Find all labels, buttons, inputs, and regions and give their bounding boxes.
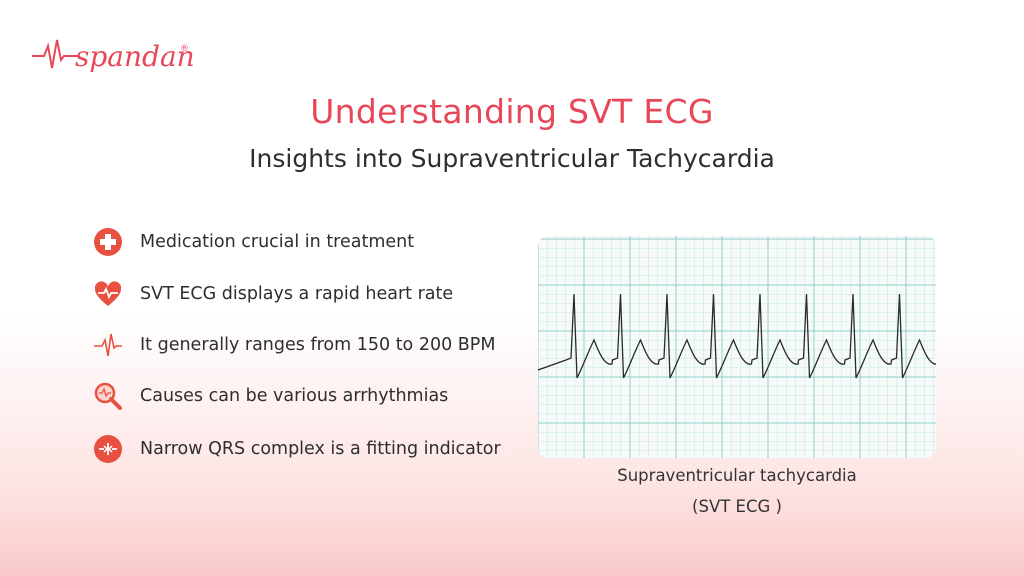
icon-heart	[94, 281, 122, 306]
ecg-caption: Supraventricular tachycardia	[617, 466, 857, 485]
bullet-text: Medication crucial in treatment	[140, 232, 415, 252]
icon-medical	[94, 228, 122, 256]
ecg-strip	[538, 236, 936, 458]
subtitle: Insights into Supraventricular Tachycard…	[249, 144, 775, 173]
bullet: Causes can be various arrhythmias	[93, 381, 448, 411]
logo-pulse	[32, 39, 78, 69]
logo-mark: ®	[180, 44, 189, 54]
bullet: Narrow QRS complex is a fitting indicato…	[93, 434, 501, 464]
bullet-text: Causes can be various arrhythmias	[140, 386, 449, 406]
title: Understanding SVT ECG	[310, 92, 714, 131]
bullet: SVT ECG displays a rapid heart rate	[93, 279, 453, 309]
bullet: Medication crucial in treatment	[93, 227, 414, 257]
bullet-text: SVT ECG displays a rapid heart rate	[140, 284, 454, 304]
logo-text: spandan	[75, 40, 195, 73]
bullet-text: Narrow QRS complex is a fitting indicato…	[140, 439, 501, 459]
ecg-caption: (SVT ECG )	[692, 497, 782, 516]
icon-narrow	[94, 435, 122, 463]
icon-search	[94, 382, 122, 410]
bullet: It generally ranges from 150 to 200 BPM	[93, 330, 495, 360]
ecg-trace	[538, 293, 936, 379]
icon-pulse	[94, 333, 122, 357]
bullet-text: It generally ranges from 150 to 200 BPM	[140, 335, 496, 355]
